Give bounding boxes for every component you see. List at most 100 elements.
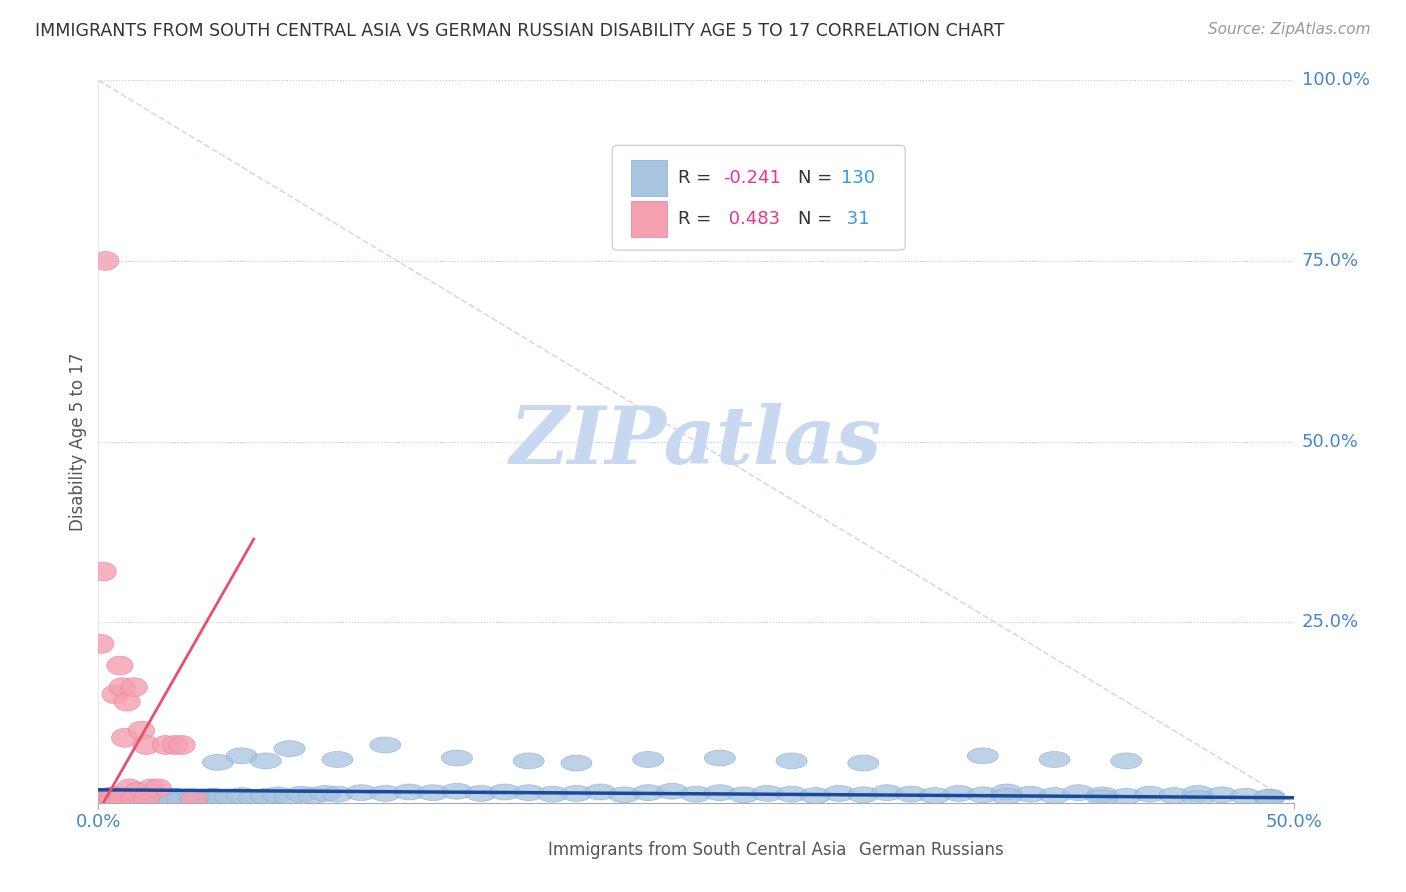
Ellipse shape (1087, 787, 1118, 803)
Ellipse shape (100, 790, 131, 806)
Ellipse shape (250, 753, 281, 769)
Ellipse shape (94, 788, 127, 804)
Ellipse shape (166, 790, 198, 806)
Ellipse shape (118, 790, 150, 806)
Ellipse shape (94, 789, 121, 807)
Ellipse shape (155, 789, 186, 805)
Ellipse shape (110, 789, 141, 805)
Ellipse shape (142, 790, 174, 806)
Ellipse shape (103, 791, 134, 807)
Ellipse shape (704, 785, 735, 801)
Text: ZIPatlas: ZIPatlas (510, 403, 882, 480)
Ellipse shape (226, 788, 257, 804)
Ellipse shape (657, 783, 688, 799)
Ellipse shape (513, 753, 544, 769)
Ellipse shape (103, 789, 134, 805)
Ellipse shape (100, 789, 127, 808)
Ellipse shape (1039, 788, 1070, 804)
Ellipse shape (274, 740, 305, 756)
Ellipse shape (90, 791, 121, 807)
Ellipse shape (124, 789, 155, 805)
Ellipse shape (776, 786, 807, 802)
Ellipse shape (169, 736, 195, 755)
Ellipse shape (93, 789, 124, 805)
Ellipse shape (370, 737, 401, 753)
Ellipse shape (285, 786, 318, 802)
Ellipse shape (1254, 789, 1285, 805)
Ellipse shape (513, 785, 544, 801)
Ellipse shape (110, 790, 141, 806)
Ellipse shape (97, 791, 128, 807)
Ellipse shape (1111, 753, 1142, 769)
Ellipse shape (1039, 751, 1070, 767)
Ellipse shape (104, 789, 131, 808)
Ellipse shape (633, 785, 664, 801)
Ellipse shape (776, 753, 807, 769)
FancyBboxPatch shape (631, 161, 668, 196)
Ellipse shape (104, 789, 135, 805)
Ellipse shape (166, 791, 198, 807)
Text: 25.0%: 25.0% (1302, 613, 1360, 632)
Text: 50.0%: 50.0% (1302, 433, 1358, 450)
Ellipse shape (124, 782, 150, 801)
Ellipse shape (537, 786, 568, 802)
Ellipse shape (93, 791, 124, 807)
Ellipse shape (107, 657, 134, 675)
Ellipse shape (181, 789, 207, 808)
Ellipse shape (1111, 789, 1142, 805)
Ellipse shape (134, 736, 159, 755)
Ellipse shape (162, 736, 188, 755)
Text: 100.0%: 100.0% (1302, 71, 1369, 89)
Ellipse shape (1015, 786, 1046, 802)
Ellipse shape (1159, 788, 1189, 804)
Ellipse shape (121, 789, 148, 808)
Ellipse shape (104, 786, 131, 805)
Ellipse shape (179, 791, 209, 807)
Ellipse shape (110, 789, 135, 808)
Ellipse shape (121, 678, 148, 697)
Ellipse shape (117, 791, 148, 807)
Ellipse shape (394, 784, 425, 800)
Ellipse shape (681, 786, 711, 802)
Ellipse shape (202, 755, 233, 771)
Ellipse shape (93, 789, 118, 808)
Ellipse shape (1182, 786, 1213, 801)
Ellipse shape (274, 789, 305, 805)
Ellipse shape (97, 789, 128, 805)
Ellipse shape (118, 789, 150, 805)
Ellipse shape (114, 791, 145, 807)
Ellipse shape (100, 789, 127, 808)
Ellipse shape (127, 791, 157, 807)
Ellipse shape (142, 791, 174, 807)
Text: IMMIGRANTS FROM SOUTH CENTRAL ASIA VS GERMAN RUSSIAN DISABILITY AGE 5 TO 17 CORR: IMMIGRANTS FROM SOUTH CENTRAL ASIA VS GE… (35, 22, 1004, 40)
Ellipse shape (561, 786, 592, 801)
Ellipse shape (179, 789, 209, 805)
Ellipse shape (107, 789, 138, 805)
Ellipse shape (991, 784, 1022, 800)
Ellipse shape (346, 785, 377, 801)
Ellipse shape (94, 792, 127, 808)
FancyBboxPatch shape (613, 145, 905, 250)
Ellipse shape (824, 786, 855, 801)
Ellipse shape (1254, 789, 1285, 805)
Ellipse shape (190, 792, 222, 808)
Ellipse shape (90, 789, 121, 805)
Ellipse shape (298, 788, 329, 804)
Ellipse shape (967, 747, 998, 764)
Ellipse shape (752, 786, 783, 801)
Ellipse shape (87, 790, 118, 806)
Ellipse shape (93, 252, 118, 270)
FancyBboxPatch shape (814, 838, 851, 865)
Ellipse shape (441, 750, 472, 766)
Ellipse shape (1063, 785, 1094, 801)
Ellipse shape (728, 787, 759, 803)
Ellipse shape (309, 786, 342, 801)
Ellipse shape (198, 789, 229, 805)
Ellipse shape (104, 792, 135, 808)
Text: N =: N = (797, 211, 838, 228)
Text: -0.241: -0.241 (724, 169, 782, 187)
Ellipse shape (94, 789, 127, 805)
Ellipse shape (152, 736, 179, 755)
Text: Immigrants from South Central Asia: Immigrants from South Central Asia (548, 841, 846, 859)
Ellipse shape (370, 786, 401, 801)
